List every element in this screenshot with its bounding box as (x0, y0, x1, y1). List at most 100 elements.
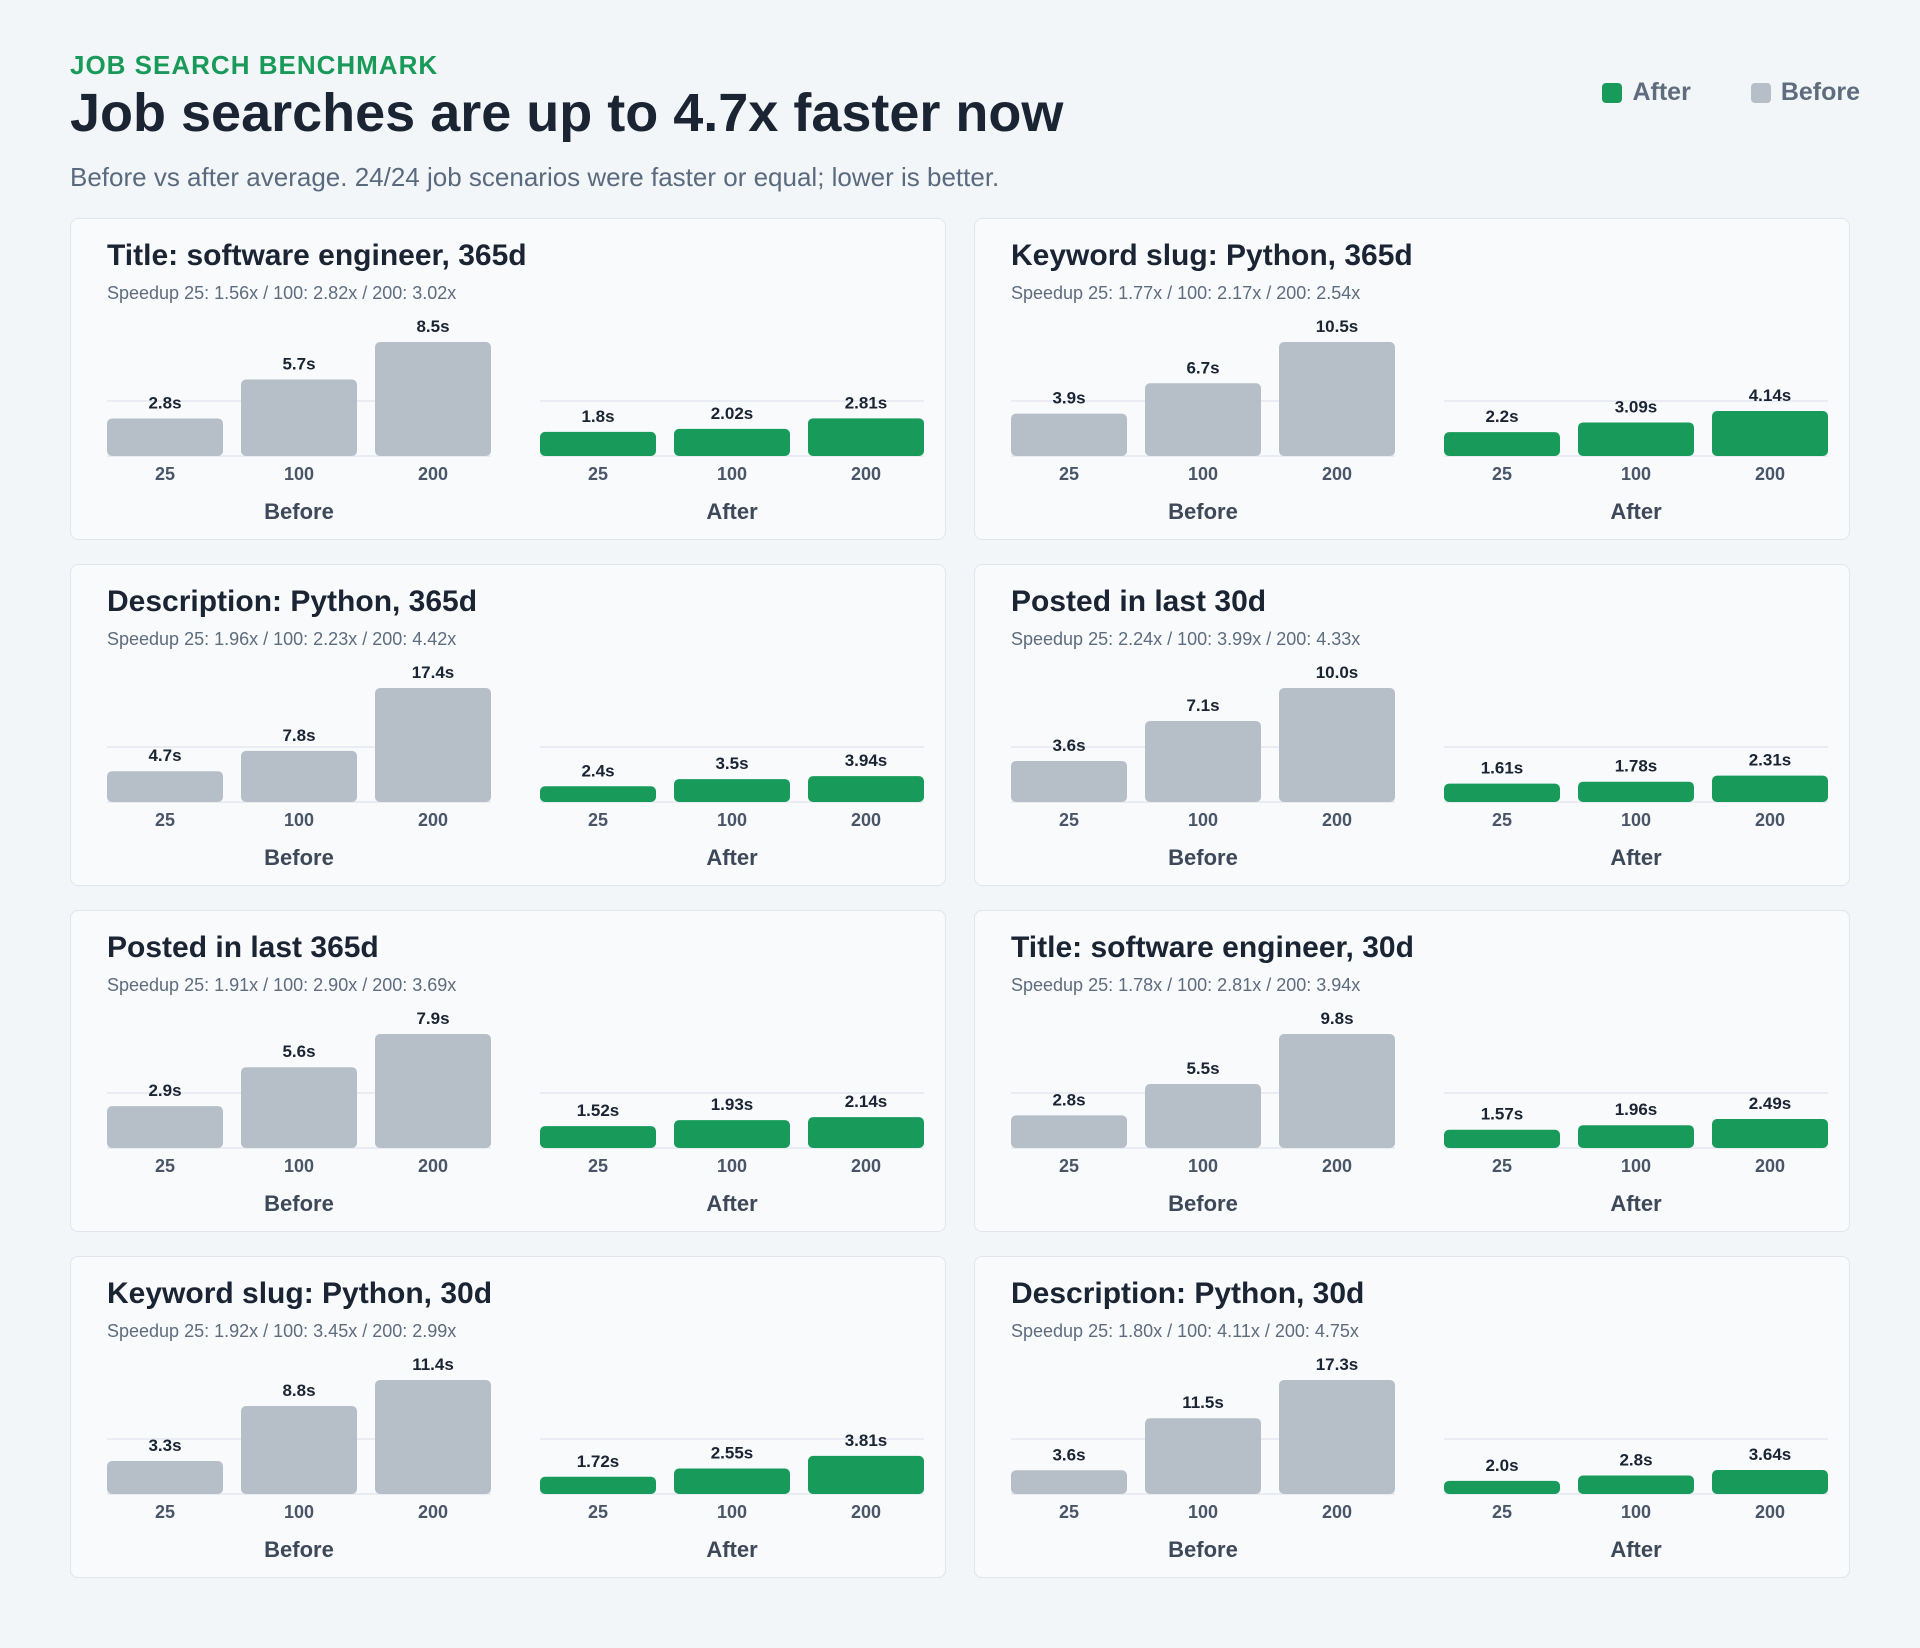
bar-value-label: 2.9s (148, 1081, 181, 1100)
chart-panels: Title: software engineer, 365d Speedup 25… (70, 218, 1850, 1578)
panel-speedup: Speedup 25: 1.96x / 100: 2.23x / 200: 4.… (107, 629, 457, 649)
bar-value-label: 3.6s (1052, 1445, 1085, 1464)
bar-before (375, 342, 491, 456)
panel-speedup: Speedup 25: 1.92x / 100: 3.45x / 200: 2.… (107, 1321, 457, 1341)
bar-value-label: 1.96s (1615, 1100, 1658, 1119)
bar-after (540, 1126, 656, 1148)
panel-speedup: Speedup 25: 2.24x / 100: 3.99x / 200: 4.… (1011, 629, 1361, 649)
bar-value-label: 1.93s (711, 1095, 754, 1114)
bar-value-label: 7.9s (416, 1009, 449, 1028)
bar-value-label: 2.8s (1052, 1090, 1085, 1109)
bar-after (674, 1120, 790, 1148)
bar-after (1712, 1470, 1828, 1494)
bar-value-label: 5.5s (1186, 1059, 1219, 1078)
bar-before (1279, 1380, 1395, 1494)
panel-speedup: Speedup 25: 1.77x / 100: 2.17x / 200: 2.… (1011, 283, 1361, 303)
bar-before (1145, 383, 1261, 456)
bar-after (1712, 775, 1828, 802)
x-tick-label: 25 (155, 810, 175, 830)
bar-after (1444, 432, 1560, 456)
bar-after (1444, 783, 1560, 802)
group-label-before: Before (1168, 845, 1238, 870)
bar-before (1145, 1084, 1261, 1148)
x-tick-label: 100 (1188, 810, 1218, 830)
chart-panel: Posted in last 365d Speedup 25: 1.91x / 1… (70, 910, 946, 1232)
x-tick-label: 25 (155, 1156, 175, 1176)
bar-after (1712, 411, 1828, 456)
bar-after (808, 776, 924, 802)
bar-before (241, 379, 357, 456)
bar-value-label: 17.4s (412, 663, 455, 682)
x-tick-label: 100 (284, 810, 314, 830)
bar-before (375, 1034, 491, 1148)
panel-title: Keyword slug: Python, 365d (1011, 239, 1413, 272)
bar-after (1578, 781, 1694, 802)
bar-before (107, 1461, 223, 1494)
bar-value-label: 2.14s (845, 1092, 888, 1111)
group-label-before: Before (1168, 499, 1238, 524)
legend-swatch-after (1602, 82, 1623, 103)
x-tick-label: 200 (1755, 464, 1785, 484)
bar-before (241, 1406, 357, 1494)
x-tick-label: 100 (717, 1502, 747, 1522)
x-tick-label: 100 (717, 810, 747, 830)
bar-after (1578, 1125, 1694, 1148)
x-tick-label: 25 (155, 1502, 175, 1522)
bar-value-label: 2.81s (845, 393, 888, 412)
bar-value-label: 11.5s (1182, 1393, 1224, 1412)
x-tick-label: 25 (1059, 464, 1079, 484)
x-tick-label: 25 (588, 810, 608, 830)
bar-chart: 2.8s 25 5.5s 100 9.8s 200 Before 1.57s 25 1.96s 10… (1011, 1009, 1828, 1216)
panel-title: Description: Python, 365d (107, 585, 478, 618)
x-tick-label: 25 (588, 1502, 608, 1522)
bar-after (674, 428, 790, 456)
legend-item-before: Before (1750, 78, 1860, 107)
bar-value-label: 9.8s (1320, 1009, 1353, 1028)
bar-before (1011, 760, 1127, 802)
x-tick-label: 200 (418, 464, 448, 484)
panel-speedup: Speedup 25: 1.78x / 100: 2.81x / 200: 3.… (1011, 975, 1361, 995)
bar-before (107, 1106, 223, 1148)
bar-chart: 2.9s 25 5.6s 100 7.9s 200 Before 1.52s 25 1.93s 10… (107, 1009, 924, 1216)
bar-value-label: 2.02s (711, 404, 754, 423)
bar-value-label: 3.5s (715, 754, 748, 773)
legend: After Before (1602, 78, 1860, 107)
bar-value-label: 1.78s (1615, 757, 1658, 776)
group-label-after: After (706, 1191, 758, 1216)
bar-before (1279, 1034, 1395, 1148)
bar-chart: 3.3s 25 8.8s 100 11.4s 200 Before 1.72s 25 2.55s 1… (107, 1355, 924, 1562)
group-label-before: Before (264, 499, 334, 524)
bar-value-label: 3.81s (845, 1431, 888, 1450)
x-tick-label: 100 (717, 464, 747, 484)
chart-panel: Description: Python, 365d Speedup 25: 1.9… (70, 564, 946, 886)
bar-value-label: 8.8s (282, 1381, 315, 1400)
bar-value-label: 5.6s (282, 1042, 315, 1061)
bar-after (1444, 1129, 1560, 1148)
x-tick-label: 100 (1621, 1502, 1651, 1522)
x-tick-label: 200 (1755, 1502, 1785, 1522)
x-tick-label: 100 (284, 1502, 314, 1522)
bar-chart: 4.7s 25 7.8s 100 17.4s 200 Before 2.4s 25 3.5s 100… (107, 663, 924, 870)
bar-before (107, 418, 223, 456)
bar-after (1578, 422, 1694, 456)
page-subtitle: Before vs after average. 24/24 job scena… (70, 162, 1000, 192)
bar-after (1712, 1119, 1828, 1148)
bar-after (540, 1476, 656, 1494)
bar-value-label: 7.8s (282, 726, 315, 745)
x-tick-label: 100 (284, 464, 314, 484)
bar-before (241, 1067, 357, 1148)
x-tick-label: 25 (1492, 464, 1512, 484)
legend-swatch-before (1750, 82, 1771, 103)
bar-before (1011, 413, 1127, 456)
chart-panel: Title: software engineer, 30d Speedup 25:… (974, 910, 1850, 1232)
x-tick-label: 200 (851, 1156, 881, 1176)
bar-value-label: 1.61s (1481, 759, 1524, 778)
panel-title: Title: software engineer, 365d (107, 239, 527, 272)
page-title: Job searches are up to 4.7x faster now (70, 83, 1064, 143)
legend-label-after: After (1632, 78, 1691, 106)
bar-value-label: 7.1s (1186, 696, 1219, 715)
legend-label-before: Before (1780, 78, 1860, 106)
bar-before (1145, 721, 1261, 802)
x-tick-label: 25 (588, 1156, 608, 1176)
bar-before (375, 1380, 491, 1494)
